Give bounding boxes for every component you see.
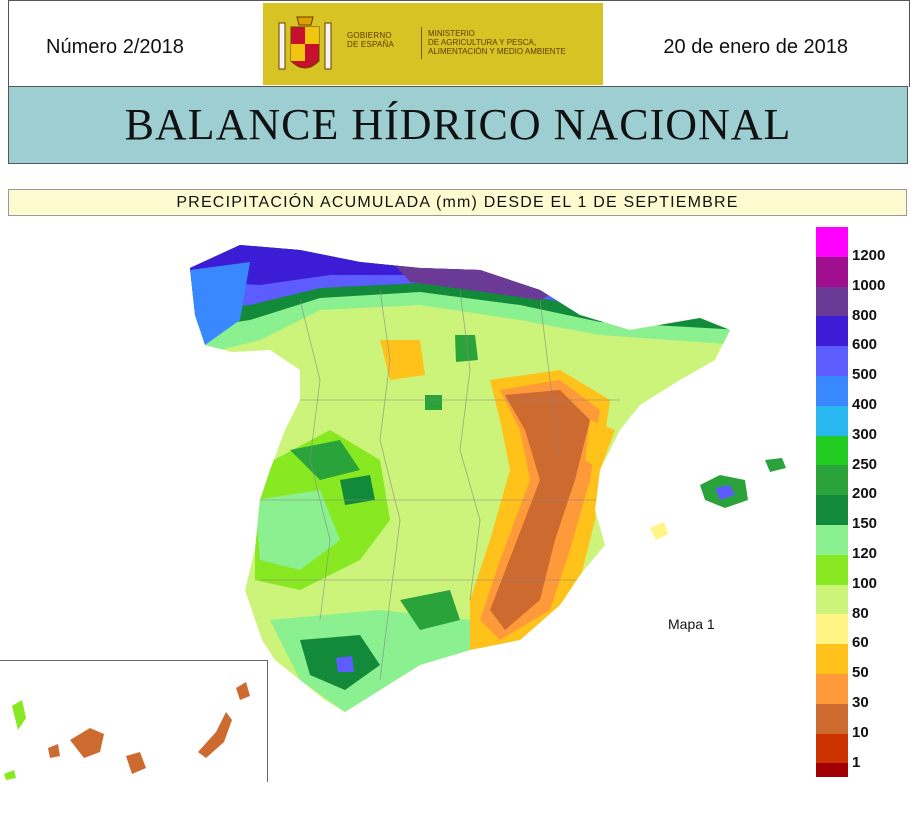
legend-swatch	[816, 584, 848, 615]
legend-label: 1200	[852, 247, 886, 264]
map-subtitle: PRECIPITACIÓN ACUMULADA (mm) DESDE EL 1 …	[8, 189, 907, 216]
peninsula	[190, 245, 730, 712]
legend-swatch	[816, 227, 848, 257]
canary-inset-frame	[0, 660, 268, 782]
balearic-islands	[650, 458, 786, 540]
legend-swatch	[816, 703, 848, 734]
legend-label: 800	[852, 306, 878, 324]
legend-label: 250	[852, 455, 878, 473]
legend-label: 400	[852, 396, 878, 413]
legend-label: 1000	[852, 276, 886, 294]
legend-label: 500	[852, 366, 878, 384]
legend-label: 300	[852, 425, 878, 443]
title-band: BALANCE HÍDRICO NACIONAL	[8, 86, 908, 164]
legend-swatch	[816, 435, 848, 466]
government-logo: GOBIERNO DE ESPAÑA MINISTERIO DE AGRICUL…	[263, 3, 603, 85]
map-canvas	[4, 245, 786, 780]
legend-label: 50	[852, 664, 869, 682]
legend-label: 120	[852, 545, 878, 562]
legend-label: 60	[852, 634, 869, 652]
legend-swatch	[816, 525, 848, 555]
legend-label: 100	[852, 574, 878, 592]
legend-swatch	[816, 733, 848, 764]
legend-swatch	[816, 405, 848, 436]
legend-swatch	[816, 346, 848, 377]
legend-label: 150	[852, 515, 878, 533]
legend-swatch	[816, 644, 848, 675]
legend-label: 200	[852, 485, 878, 503]
canary-islands	[4, 682, 250, 780]
legend-swatch	[816, 495, 848, 526]
page-title: BALANCE HÍDRICO NACIONAL	[124, 100, 792, 149]
issue-date: 20 de enero de 2018	[663, 36, 848, 58]
legend-swatch	[816, 465, 848, 496]
legend-swatch	[816, 554, 848, 585]
logo-divider	[421, 27, 422, 59]
legend-swatch	[816, 256, 848, 287]
coat-of-arms-icon	[278, 16, 332, 70]
legend-swatch	[816, 286, 848, 317]
legend-label: 10	[852, 723, 869, 741]
legend-swatch	[816, 316, 848, 347]
gobierno-label: GOBIERNO DE ESPAÑA	[347, 31, 394, 49]
legend-swatch	[816, 763, 848, 778]
legend-label: 30	[852, 694, 869, 711]
legend-label: 600	[852, 336, 878, 354]
precipitation-map	[0, 225, 918, 811]
legend-label: 80	[852, 604, 869, 622]
legend-swatch	[816, 674, 848, 704]
ministerio-label: MINISTERIO DE AGRICULTURA Y PESCA, ALIME…	[428, 29, 566, 56]
legend-swatch	[816, 376, 848, 406]
map-label: Mapa 1	[668, 616, 715, 632]
legend-swatch	[816, 614, 848, 645]
issue-number: Número 2/2018	[46, 36, 184, 58]
legend-label: 1	[852, 753, 861, 771]
